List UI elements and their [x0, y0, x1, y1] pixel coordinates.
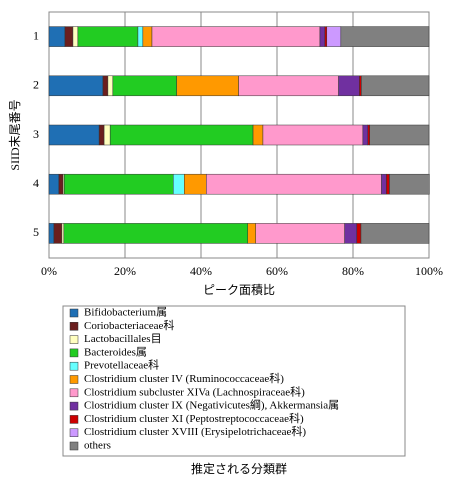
bar-segment	[369, 124, 430, 146]
legend: Bifidobacterium属Coriobacteriaceae科Lactob…	[69, 306, 339, 452]
bar-segment	[142, 26, 153, 47]
legend-swatch	[69, 308, 79, 318]
x-tick-label: 20%	[114, 264, 136, 278]
bar-segment	[326, 26, 342, 47]
bar-segment	[389, 173, 430, 195]
legend-swatch	[69, 401, 79, 411]
bar-segment	[107, 75, 114, 97]
bar-segment	[58, 173, 64, 195]
x-axis-title: ピーク面積比	[203, 282, 275, 297]
legend-swatch	[69, 415, 79, 424]
bar-segment	[112, 75, 177, 97]
bar-segment	[63, 223, 248, 244]
bar-segment	[386, 173, 390, 195]
legend-swatch	[69, 335, 79, 344]
x-tick-label: 100%	[415, 264, 443, 278]
bar-segment	[247, 223, 256, 244]
bar-segment	[77, 26, 139, 47]
bar-segment	[48, 223, 55, 244]
bar-segment	[206, 173, 382, 195]
bar-segment	[356, 223, 362, 244]
bar-segment	[64, 26, 74, 47]
bar-segment	[151, 26, 321, 47]
bar-segment	[61, 223, 65, 244]
legend-label: others	[84, 440, 111, 452]
x-tick-label: 80%	[342, 264, 364, 278]
bar-segment	[338, 75, 360, 97]
bar-segment	[362, 124, 369, 146]
legend-swatch	[69, 348, 79, 358]
bar-segment	[360, 223, 430, 244]
legend-swatch	[69, 375, 79, 384]
legend-label: Bifidobacterium属	[84, 306, 167, 319]
legend-swatch	[69, 322, 79, 331]
x-tick-label: 0%	[41, 264, 57, 278]
y-tick-label: 5	[33, 225, 39, 239]
bar-segment	[103, 124, 111, 146]
bar-segment	[48, 75, 104, 97]
legend-label: Clostridium cluster XI (Peptostreptococc…	[84, 411, 304, 425]
legend-label: Prevotellaceae科	[84, 358, 159, 372]
bar-segment	[109, 124, 254, 146]
legend-box	[62, 305, 406, 457]
legend-label: Clostridium subcluster XIVa (Lachnospira…	[84, 384, 305, 398]
y-tick-label: 3	[33, 127, 39, 141]
legend-label: Clostridium cluster IV (Ruminococcaceae科…	[84, 371, 284, 385]
legend-label: Clostridium cluster XVIII (Erysipelotric…	[84, 424, 306, 438]
bar-segment	[262, 124, 364, 146]
bar-segment	[63, 173, 174, 195]
bar-segment	[176, 75, 239, 97]
bar-segment	[252, 124, 264, 146]
bar-segment	[184, 173, 207, 195]
bar-segment	[48, 173, 60, 195]
legend-label: Coriobacteriaceae科	[84, 318, 174, 332]
legend-label: Lactobacillales目	[84, 333, 162, 345]
bar-segment	[173, 173, 185, 195]
bar-segment	[98, 124, 105, 146]
bar-segment	[381, 173, 387, 195]
legend-label: Clostridium cluster IX (Negativicutes綱),…	[84, 398, 339, 412]
bar-segment	[72, 26, 79, 47]
legend-swatch	[69, 428, 79, 437]
legend-swatch	[69, 361, 79, 371]
bar-segment	[255, 223, 345, 244]
legend-title: 推定される分類群	[191, 461, 287, 476]
bar-segment	[359, 75, 362, 97]
bar-segment	[102, 75, 109, 97]
legend-swatch	[69, 388, 79, 398]
legend-label: Bacteroides属	[84, 345, 147, 358]
y-tick-label: 2	[33, 78, 39, 92]
y-tick-label: 4	[33, 176, 39, 190]
x-tick-label: 40%	[190, 264, 212, 278]
y-axis-title: SIID末尾番号	[8, 99, 22, 170]
bar-segment	[361, 75, 430, 97]
x-tick-label: 60%	[266, 264, 288, 278]
bar-segment	[48, 124, 100, 146]
bar-segment	[344, 223, 358, 244]
bar-segment	[137, 26, 144, 47]
bar-segment	[53, 223, 63, 244]
bar-segment	[48, 26, 66, 47]
bar-segment	[340, 26, 430, 47]
legend-swatch	[69, 441, 79, 451]
bar-segment	[319, 26, 326, 47]
bar-segment	[367, 124, 370, 146]
y-tick-label: 1	[33, 28, 39, 42]
bar-segment	[324, 26, 328, 47]
bar-segment	[238, 75, 339, 97]
